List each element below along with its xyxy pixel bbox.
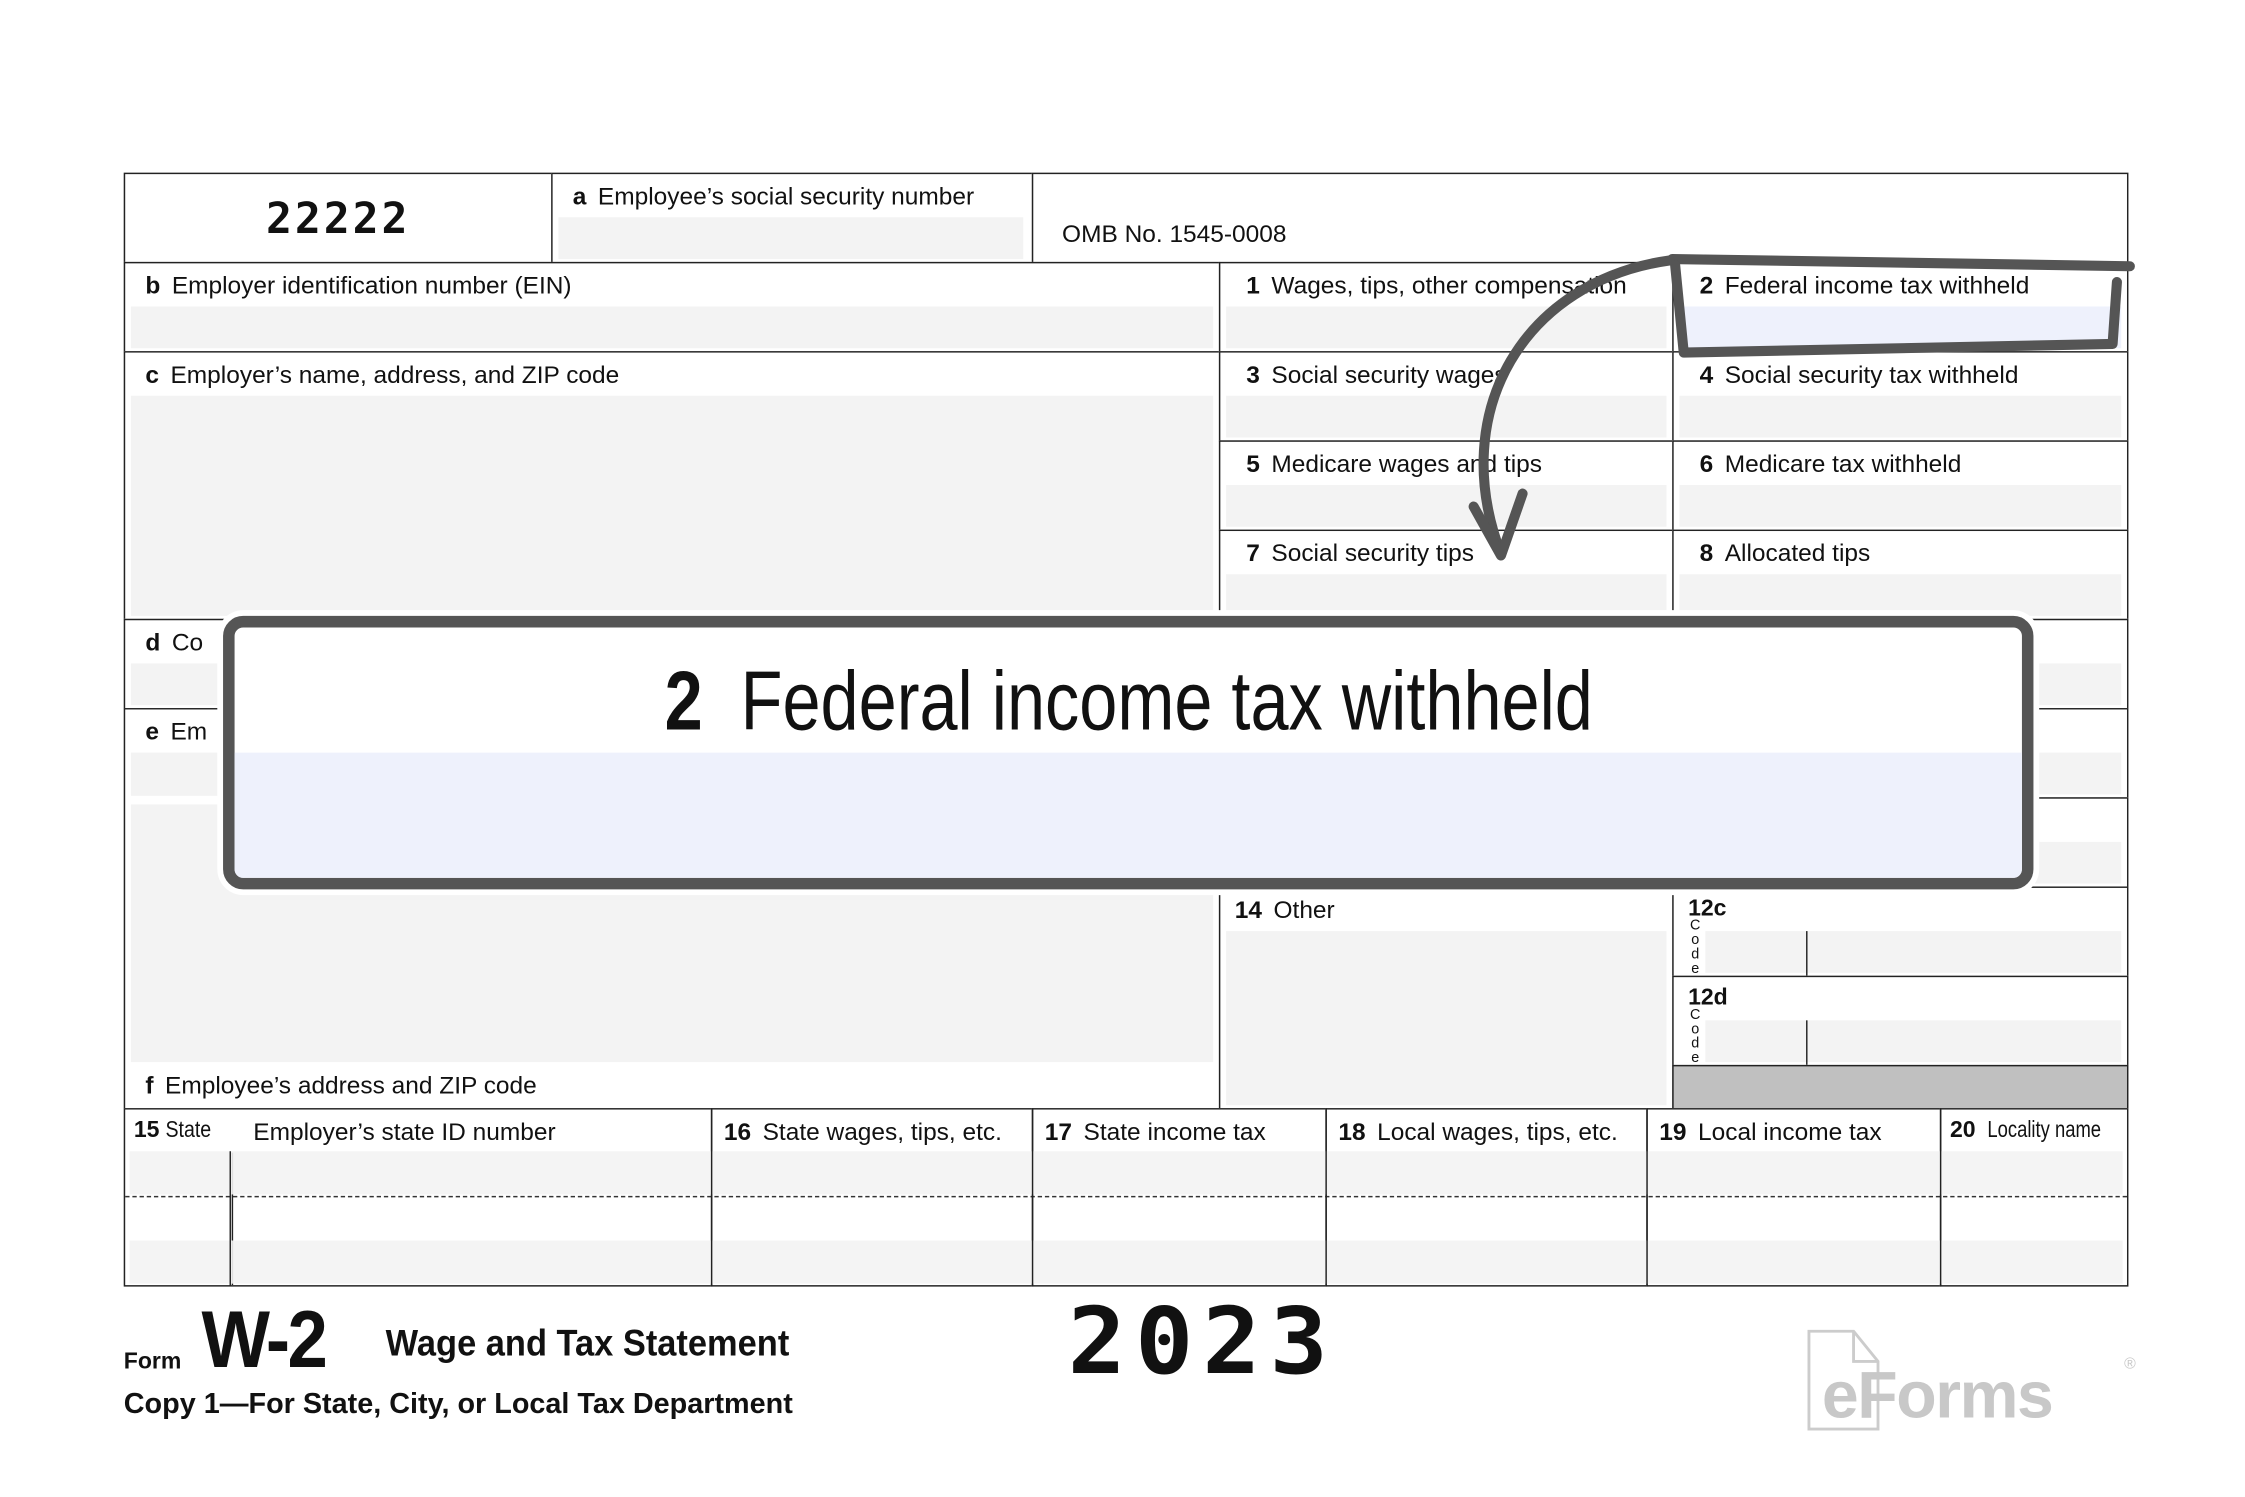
box-7[interactable]: 7 Social security tips	[1218, 529, 1674, 621]
control-code: 22222	[266, 194, 411, 245]
code-divider	[1806, 1020, 1808, 1065]
copy-designation: Copy 1—For State, City, or Local Tax Dep…	[123, 1388, 793, 1421]
box-b[interactable]: b Employer identification number (EIN)	[123, 261, 1221, 353]
shaded-box	[1672, 1064, 2129, 1110]
box-number: 20	[1949, 1118, 1976, 1143]
box-letter: b	[145, 271, 161, 300]
registered-mark: ®	[2124, 1355, 2136, 1373]
box-3[interactable]: 3 Social security wages	[1218, 351, 1674, 442]
form-title: Wage and Tax Statement	[385, 1321, 790, 1365]
box-8[interactable]: 8 Allocated tips	[1672, 529, 2129, 621]
state-divider	[231, 1152, 234, 1286]
box-number: 8	[1699, 539, 1714, 568]
document-icon	[1807, 1329, 1880, 1431]
omb-number: OMB No. 1545-0008	[1062, 220, 1287, 248]
box-6[interactable]: 6 Medicare tax withheld	[1672, 440, 2129, 532]
form-word: Form	[123, 1349, 182, 1375]
form-name: W-2	[201, 1293, 327, 1385]
box-c[interactable]: c Employer’s name, address, and ZIP code	[123, 351, 1221, 621]
box-letter: c	[145, 361, 159, 389]
box-label: Medicare wages and tips	[1271, 450, 1543, 478]
box-number: 15	[133, 1118, 160, 1143]
box-label: State income tax	[1083, 1118, 1266, 1146]
box-label: Co	[171, 628, 204, 657]
box-number: 16	[723, 1118, 752, 1146]
box-number: 2	[1699, 271, 1714, 300]
box-label: Employee’s social security number	[597, 182, 975, 211]
box-label: Locality name	[1987, 1118, 2101, 1143]
box-number: 7	[1246, 539, 1260, 568]
box-label: Employer’s name, address, and ZIP code	[170, 361, 620, 389]
box-label: Other	[1273, 896, 1335, 924]
callout-input-area	[234, 752, 2022, 878]
callout-number: 2	[664, 654, 703, 749]
box-label: Em	[170, 718, 208, 746]
box-number: 14	[1234, 896, 1262, 924]
box-label: Allocated tips	[1724, 539, 1871, 568]
box-label: Medicare tax withheld	[1724, 450, 1962, 478]
tax-year: 2023	[1067, 1289, 1337, 1396]
state-row-fill-2	[129, 1240, 2123, 1284]
box-2[interactable]: 2 Federal income tax withheld	[1672, 261, 2129, 353]
box-label: Local wages, tips, etc.	[1377, 1118, 1618, 1146]
arrow-shaft	[1478, 255, 1675, 560]
box-14[interactable]: 14 Other	[1218, 886, 1674, 1110]
box-4[interactable]: 4 Social security tax withheld	[1672, 351, 2129, 442]
dashed-divider	[125, 1195, 2127, 1198]
eforms-wordmark: eForms	[1821, 1357, 2054, 1432]
box-1[interactable]: 1 Wages, tips, other compensation	[1218, 261, 1674, 353]
highlight-box	[1670, 259, 2122, 358]
box-label: State	[165, 1118, 212, 1143]
box-5[interactable]: 5 Medicare wages and tips	[1218, 440, 1674, 532]
box-label: Social security tips	[1271, 539, 1474, 568]
code-divider	[1806, 931, 1808, 976]
box-number: 6	[1699, 450, 1714, 478]
box-label: Social security wages	[1271, 361, 1507, 389]
box-number: 18	[1338, 1118, 1366, 1146]
callout-box-2: 2 Federal income tax withheld	[223, 615, 2034, 890]
box-number: 12c	[1688, 896, 1727, 922]
highlight-box-top	[1667, 254, 2135, 272]
box-number: 19	[1659, 1118, 1687, 1146]
box-label: Employer identification number (EIN)	[171, 271, 572, 300]
state-row-fill-1	[129, 1151, 2123, 1195]
box-label: Employer’s state ID number	[253, 1118, 556, 1146]
callout-label: Federal income tax withheld	[740, 654, 1593, 749]
box-letter: a	[572, 182, 587, 211]
box-label: Employee’s address and ZIP code	[165, 1072, 537, 1100]
box-number: 1	[1246, 271, 1260, 300]
box-number: 5	[1246, 450, 1260, 478]
state-row-lines	[229, 1108, 1942, 1287]
box-label: Local income tax	[1698, 1118, 1882, 1146]
box-label: Federal income tax withheld	[1724, 271, 2030, 300]
arrow-head-icon	[1468, 488, 1528, 561]
box-number: 3	[1246, 361, 1260, 389]
eforms-logo: eForms ®	[1807, 1329, 2139, 1432]
box-number: 17	[1044, 1118, 1073, 1146]
box-letter: d	[145, 628, 161, 657]
box-letter: e	[145, 718, 159, 746]
box-label: State wages, tips, etc.	[762, 1118, 1002, 1146]
box-letter: f	[145, 1072, 154, 1100]
box-number: 12d	[1688, 985, 1728, 1011]
box-label: Social security tax withheld	[1724, 361, 2019, 389]
box-number: 4	[1699, 361, 1714, 389]
